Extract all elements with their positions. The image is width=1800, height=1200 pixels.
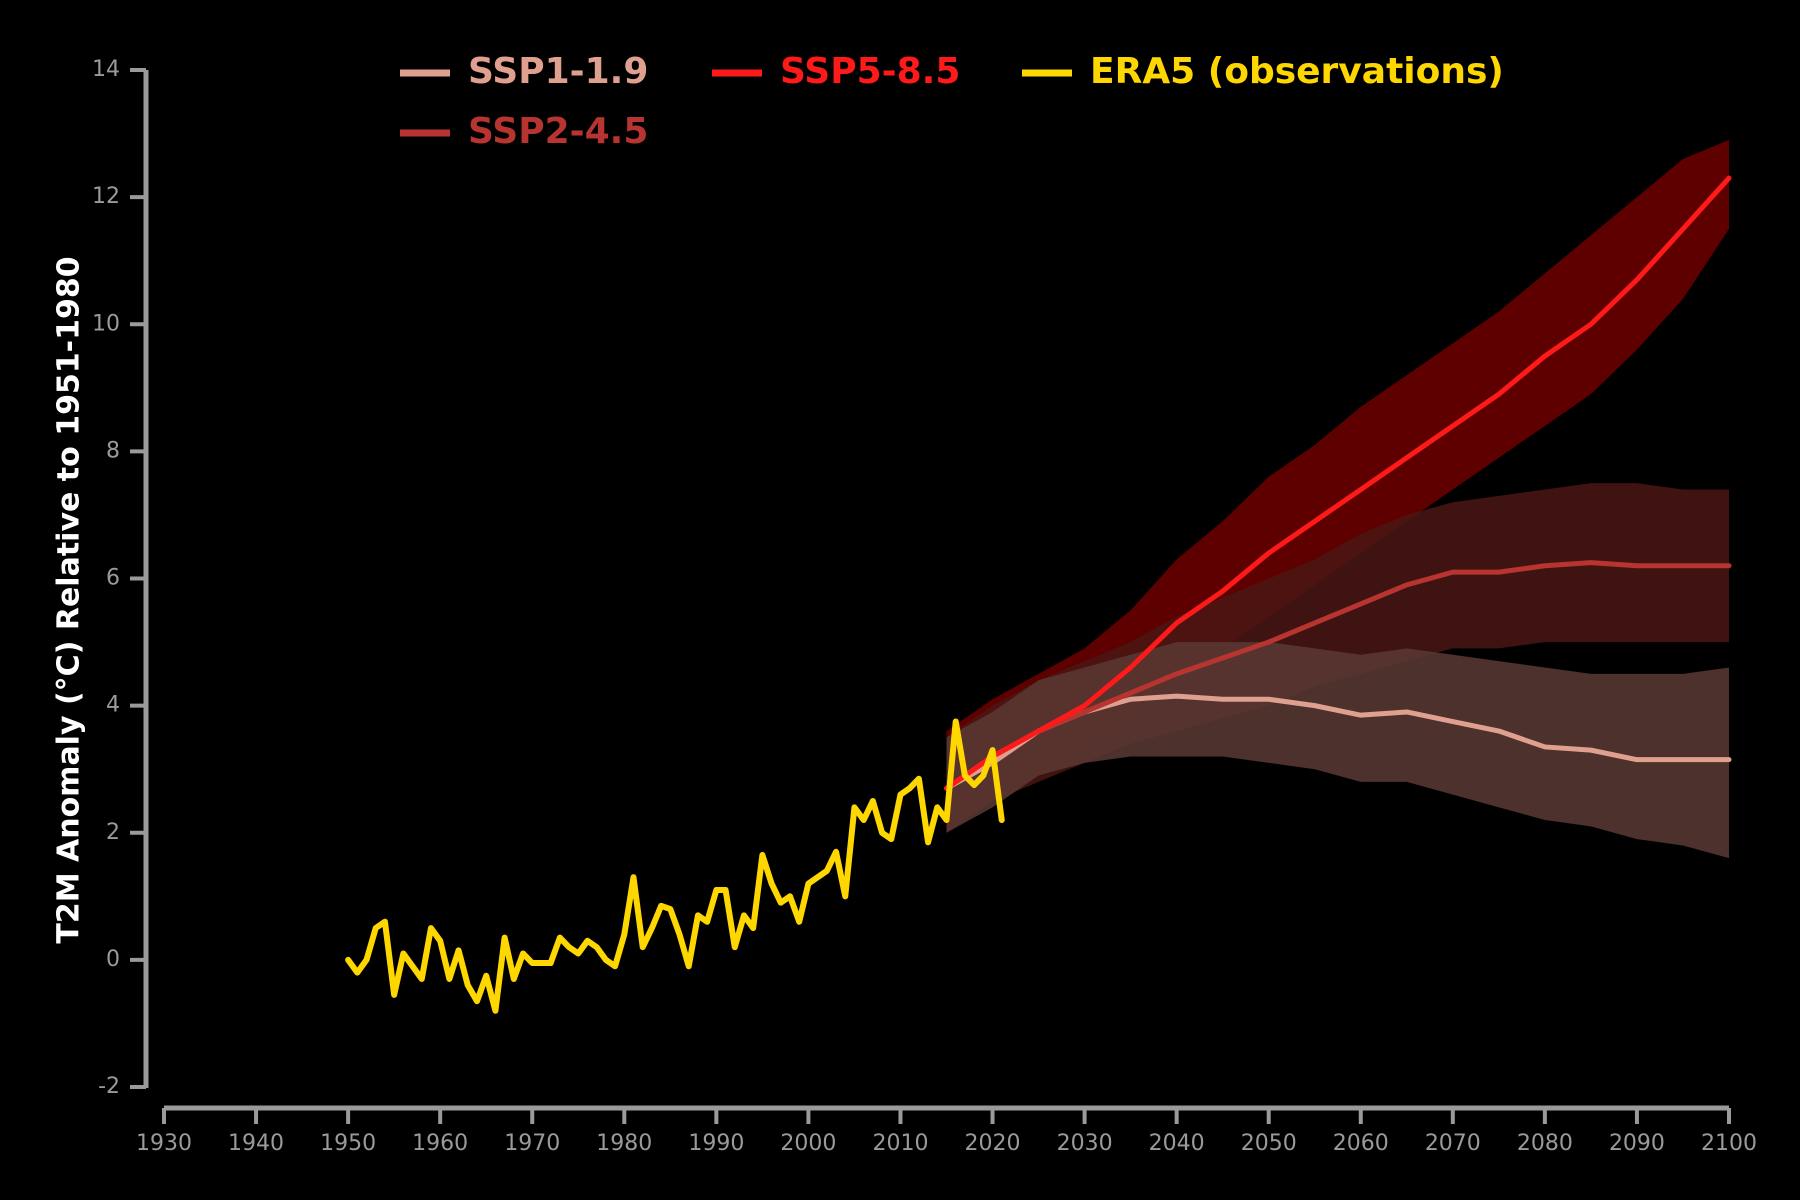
x-tick-label: 2000 xyxy=(780,1131,836,1156)
x-tick-label: 1960 xyxy=(412,1131,468,1156)
x-tick-label: 2090 xyxy=(1609,1131,1665,1156)
uncertainty-bands xyxy=(946,139,1729,859)
x-tick-label: 1970 xyxy=(504,1131,560,1156)
series-lines xyxy=(345,175,1732,1014)
x-tick-label: 2070 xyxy=(1425,1131,1481,1156)
x-tick-label: 1940 xyxy=(228,1131,284,1156)
y-tick-label: -2 xyxy=(98,1074,120,1099)
ssp2-4-5-legend-label: SSP2-4.5 xyxy=(468,111,648,152)
ssp5-8-5-legend-label: SSP5-8.5 xyxy=(780,51,960,92)
y-tick-label: 10 xyxy=(92,311,120,336)
x-axis-ticks: 1930 1940 1950 1960 1970 1980 1990 2000 2010 2020… xyxy=(136,1108,1757,1156)
y-axis-ticks: -2 0 2 4 6 8 10 12 14 xyxy=(92,57,146,1099)
legend: SSP1-1.9 SSP2-4.5 SSP5-8.5 ERA5 (observatio… xyxy=(400,51,1504,152)
y-axis-title: T2M Anomaly (°C) Relative to 1951-1980 xyxy=(52,256,87,943)
y-tick-label: 12 xyxy=(92,184,120,209)
x-tick-label: 1980 xyxy=(596,1131,652,1156)
x-tick-label: 2080 xyxy=(1517,1131,1573,1156)
y-tick-label: 2 xyxy=(106,820,120,845)
x-tick-label: 2050 xyxy=(1241,1131,1297,1156)
x-tick-label: 2030 xyxy=(1057,1131,1113,1156)
x-tick-label: 2100 xyxy=(1701,1131,1757,1156)
era5-observations-line xyxy=(345,718,1005,1014)
x-tick-label: 2060 xyxy=(1333,1131,1389,1156)
y-tick-label: 4 xyxy=(106,693,120,718)
x-tick-label: 2010 xyxy=(872,1131,928,1156)
ssp1-1-9-band xyxy=(946,642,1729,859)
y-tick-label: 8 xyxy=(106,438,120,463)
ssp1-1-9-legend-label: SSP1-1.9 xyxy=(468,51,648,92)
x-tick-label: 1950 xyxy=(320,1131,376,1156)
y-tick-label: 0 xyxy=(106,947,120,972)
y-tick-label: 6 xyxy=(106,566,120,591)
ssp5-8-5-line xyxy=(944,175,1732,791)
x-tick-label: 1930 xyxy=(136,1131,192,1156)
x-tick-label: 2020 xyxy=(965,1131,1021,1156)
era5-observations-legend-label: ERA5 (observations) xyxy=(1090,51,1504,92)
y-tick-label: 14 xyxy=(92,57,120,82)
x-tick-label: 2040 xyxy=(1149,1131,1205,1156)
x-tick-label: 1990 xyxy=(688,1131,744,1156)
ssp2-4-5-line xyxy=(944,560,1732,791)
